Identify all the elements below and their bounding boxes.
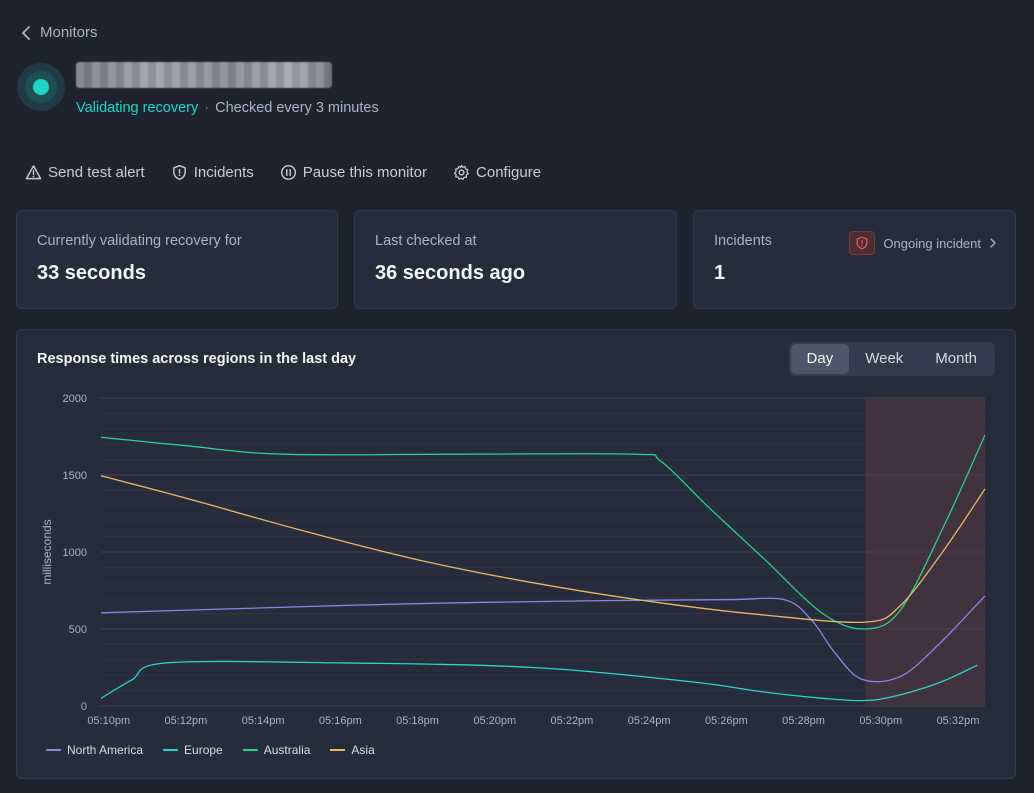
last-checked-card: Last checked at 36 seconds ago <box>354 210 677 309</box>
gear-icon <box>453 164 469 180</box>
recovery-duration-value: 33 seconds <box>37 262 146 284</box>
status-separator: · <box>204 100 210 116</box>
y-tick-label: 500 <box>69 624 87 636</box>
y-tick-label: 0 <box>81 701 87 713</box>
response-times-chart: 0 500 1000 1500 2000 milliseconds 05:10pm 05:12… <box>40 393 986 727</box>
status-indicator <box>17 63 65 111</box>
y-axis-label: milliseconds <box>40 519 54 584</box>
send-test-alert-button[interactable]: Send test alert <box>25 164 145 181</box>
status-ring <box>25 71 57 103</box>
incident-badge <box>849 231 876 255</box>
ongoing-incident-label: Ongoing incident <box>883 235 981 251</box>
monitor-status-line: Validating recovery · Checked every 3 mi… <box>76 100 379 116</box>
y-tick-label: 1500 <box>63 470 87 482</box>
ongoing-incident-link[interactable]: Ongoing incident <box>849 231 997 255</box>
shield-alert-icon <box>856 236 868 250</box>
legend-label: North America <box>67 743 144 757</box>
range-week-button[interactable]: Week <box>865 350 904 367</box>
last-checked-value: 36 seconds ago <box>375 262 526 284</box>
series-line-australia <box>100 434 986 630</box>
incidents-button[interactable]: Incidents <box>171 164 254 181</box>
shield-alert-icon <box>172 164 186 181</box>
recovery-duration-label: Currently validating recovery for <box>37 233 242 249</box>
x-tick-label: 05:28pm <box>782 715 825 727</box>
series-line-north-america <box>100 595 986 683</box>
legend-item-europe[interactable]: Europe <box>163 743 223 757</box>
legend-item-asia[interactable]: Asia <box>330 743 375 757</box>
range-day-button[interactable]: Day <box>790 344 850 374</box>
pause-circle-icon <box>280 164 296 181</box>
chevron-left-icon <box>22 25 30 40</box>
incidents-card: Incidents 1 Ongoing incident <box>693 210 1016 309</box>
y-tick-label: 2000 <box>63 393 87 405</box>
y-tick-label: 1000 <box>63 547 87 559</box>
x-tick-label: 05:16pm <box>319 715 362 727</box>
recovery-duration-card: Currently validating recovery for 33 sec… <box>16 210 338 309</box>
x-tick-label: 05:18pm <box>396 715 439 727</box>
chevron-right-icon <box>990 238 996 248</box>
check-interval: Checked every 3 minutes <box>215 100 379 116</box>
x-tick-label: 05:32pm <box>937 715 980 727</box>
legend-swatch <box>242 749 258 751</box>
x-tick-label: 05:22pm <box>551 715 594 727</box>
legend-swatch <box>163 749 179 751</box>
x-tick-label: 05:24pm <box>628 715 671 727</box>
x-tick-label: 05:14pm <box>242 715 285 727</box>
chart-title: Response times across regions in the las… <box>37 351 357 367</box>
x-tick-label: 05:26pm <box>705 715 748 727</box>
response-times-chart-card: Response times across regions in the las… <box>16 329 1016 779</box>
pause-monitor-button[interactable]: Pause this monitor <box>280 164 427 181</box>
configure-label: Configure <box>476 164 542 181</box>
x-tick-label: 05:12pm <box>165 715 208 727</box>
back-label: Monitors <box>40 24 98 41</box>
chart-legend: North America Europe Australia Asia <box>46 743 375 757</box>
range-month-button[interactable]: Month <box>935 350 977 367</box>
status-text: Validating recovery <box>76 100 199 116</box>
legend-label: Asia <box>351 743 375 757</box>
back-to-monitors-link[interactable]: Monitors <box>20 24 98 41</box>
legend-label: Europe <box>184 743 223 757</box>
incidents-count-value: 1 <box>714 262 726 284</box>
x-tick-label: 05:30pm <box>859 715 902 727</box>
configure-button[interactable]: Configure <box>453 164 541 181</box>
legend-swatch <box>46 749 61 751</box>
incidents-label: Incidents <box>193 164 254 181</box>
warning-triangle-icon <box>25 165 42 180</box>
send-test-alert-label: Send test alert <box>48 164 145 181</box>
pause-monitor-label: Pause this monitor <box>302 164 428 181</box>
time-range-selector: Day Week Month <box>788 342 995 376</box>
x-tick-label: 05:20pm <box>473 715 516 727</box>
legend-item-north-america[interactable]: North America <box>46 743 143 757</box>
monitor-name-redacted <box>76 62 332 88</box>
incidents-count-label: Incidents <box>714 233 773 249</box>
legend-swatch <box>330 749 346 751</box>
last-checked-label: Last checked at <box>375 233 477 249</box>
status-dot <box>33 79 49 95</box>
series-line-europe <box>100 660 978 702</box>
x-tick-label: 05:10pm <box>87 715 130 727</box>
series-line-asia <box>100 475 986 624</box>
legend-label: Australia <box>263 743 311 757</box>
monitor-toolbar: Send test alert Incidents Pause this mon… <box>25 164 541 181</box>
legend-item-australia[interactable]: Australia <box>242 743 311 757</box>
